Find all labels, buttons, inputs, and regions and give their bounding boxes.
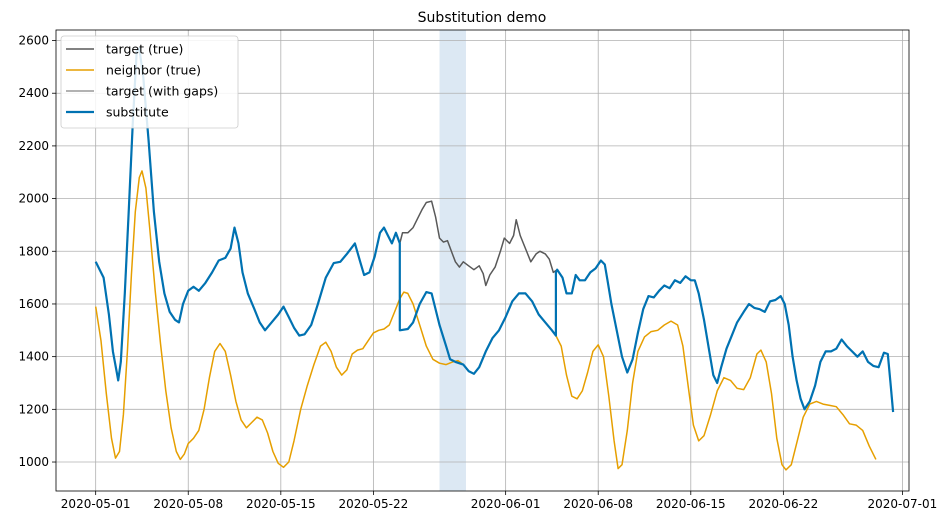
x-tick-label-4: 2020-06-01	[471, 497, 541, 511]
y-tick-label-8: 2600	[18, 34, 49, 48]
x-tick-label-5: 2020-06-08	[563, 497, 633, 511]
x-tick-label-0: 2020-05-01	[61, 497, 131, 511]
y-tick-label-6: 2200	[18, 139, 49, 153]
y-tick-label-0: 1000	[18, 455, 49, 469]
series-line-3	[94, 47, 895, 413]
gap-span	[439, 30, 466, 491]
x-tick-label-3: 2020-05-22	[339, 497, 409, 511]
y-tick-label-4: 1800	[18, 244, 49, 258]
x-tick-label-1: 2020-05-08	[153, 497, 223, 511]
legend-label-1: neighbor (true)	[106, 63, 201, 78]
y-tick-label-3: 1600	[18, 297, 49, 311]
x-tick-label-7: 2020-06-22	[748, 497, 818, 511]
legend-label-3: substitute	[106, 105, 169, 120]
x-tick-label-8: 2020-07-01	[868, 497, 938, 511]
x-tick-label-6: 2020-06-15	[656, 497, 726, 511]
legend: target (true) neighbor (true) target (with…	[60, 35, 239, 129]
legend-label-0: target (true)	[106, 42, 183, 57]
legend-box	[60, 35, 239, 129]
y-tick-label-1: 1200	[18, 402, 49, 416]
x-tick-label-2: 2020-05-15	[246, 497, 316, 511]
y-tick-label-2: 1400	[18, 350, 49, 364]
y-tick-label-5: 2000	[18, 192, 49, 206]
plot-area: 2020-05-01 2020-05-08 2020-05-15 2020-05-22…	[18, 29, 938, 511]
axes-frame	[55, 29, 910, 492]
legend-label-2: target (with gaps)	[106, 84, 218, 99]
y-tick-label-7: 2400	[18, 86, 49, 100]
chart-title: Substitution demo	[418, 10, 547, 26]
